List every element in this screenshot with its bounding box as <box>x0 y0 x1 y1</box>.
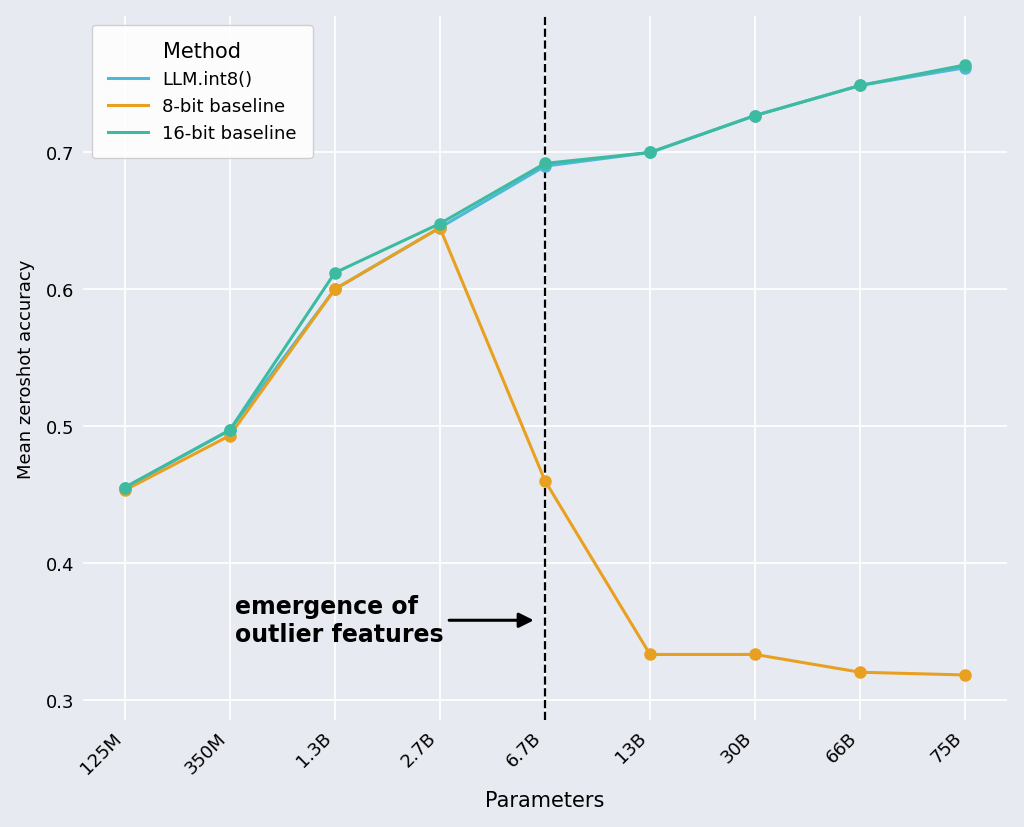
8-bit baseline <box>119 485 131 495</box>
LLM.int8() <box>749 112 761 122</box>
16-bit baseline <box>749 112 761 122</box>
LLM.int8() <box>434 223 446 233</box>
LLM.int8() <box>644 148 656 158</box>
Line: LLM.int8(): LLM.int8() <box>119 63 971 494</box>
16-bit baseline <box>329 269 341 279</box>
8-bit baseline <box>854 667 866 677</box>
LLM.int8() <box>223 426 236 436</box>
Y-axis label: Mean zeroshot accuracy: Mean zeroshot accuracy <box>16 259 35 478</box>
Line: 8-bit baseline: 8-bit baseline <box>119 222 971 681</box>
Legend: LLM.int8(), 8-bit baseline, 16-bit baseline: LLM.int8(), 8-bit baseline, 16-bit basel… <box>91 26 312 159</box>
LLM.int8() <box>329 285 341 295</box>
16-bit baseline <box>223 426 236 436</box>
LLM.int8() <box>539 162 551 172</box>
LLM.int8() <box>119 483 131 493</box>
Line: 16-bit baseline: 16-bit baseline <box>119 60 971 494</box>
8-bit baseline <box>644 650 656 660</box>
8-bit baseline <box>959 670 972 680</box>
8-bit baseline <box>749 650 761 660</box>
LLM.int8() <box>854 81 866 91</box>
LLM.int8() <box>959 64 972 74</box>
8-bit baseline <box>539 476 551 486</box>
16-bit baseline <box>644 148 656 158</box>
8-bit baseline <box>329 285 341 295</box>
8-bit baseline <box>434 223 446 233</box>
16-bit baseline <box>959 61 972 71</box>
Text: emergence of
outlier features: emergence of outlier features <box>234 595 530 647</box>
16-bit baseline <box>119 483 131 493</box>
16-bit baseline <box>434 219 446 229</box>
16-bit baseline <box>854 81 866 91</box>
8-bit baseline <box>223 431 236 441</box>
16-bit baseline <box>539 160 551 170</box>
X-axis label: Parameters: Parameters <box>485 791 604 810</box>
